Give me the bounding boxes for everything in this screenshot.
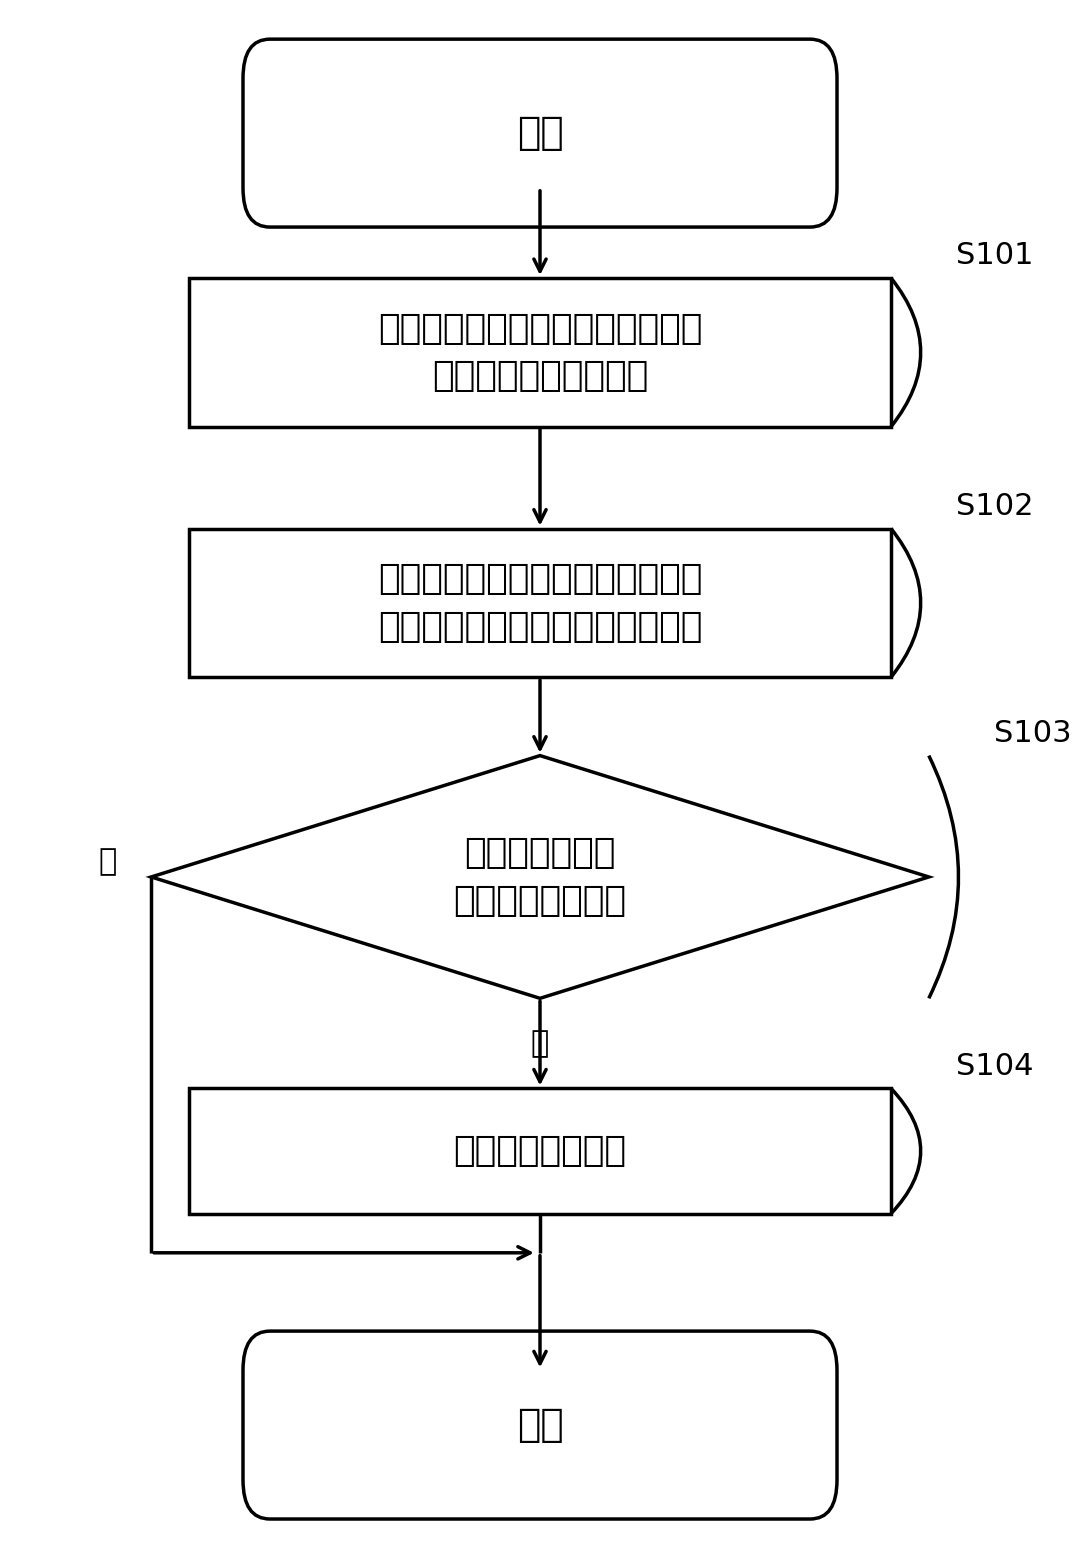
Text: 判断视觉疲劳值
是否超过第一阈值: 判断视觉疲劳值 是否超过第一阈值: [454, 836, 626, 918]
Text: S103: S103: [994, 719, 1071, 749]
Text: 是: 是: [531, 1029, 549, 1059]
Text: 当检测到用户处于用眼状态时，获
取环境信息及用眼数据: 当检测到用户处于用眼状态时，获 取环境信息及用眼数据: [378, 312, 702, 393]
Text: S104: S104: [956, 1051, 1034, 1081]
Text: 结束: 结束: [516, 1406, 564, 1444]
Bar: [189, 277, 891, 426]
Polygon shape: [151, 756, 929, 999]
Text: S101: S101: [956, 241, 1034, 269]
Text: 开始: 开始: [516, 114, 564, 152]
FancyBboxPatch shape: [243, 1331, 837, 1519]
Bar: [189, 529, 891, 677]
Text: 发出第一提示信息: 发出第一提示信息: [454, 1134, 626, 1168]
Text: 否: 否: [99, 847, 117, 875]
Text: 根据预设评分标准对环境信息及用
眼数据进行评分，得到视觉疲劳值: 根据预设评分标准对环境信息及用 眼数据进行评分，得到视觉疲劳值: [378, 562, 702, 644]
Text: S102: S102: [956, 492, 1034, 520]
Bar: [189, 1088, 891, 1214]
FancyBboxPatch shape: [243, 39, 837, 227]
